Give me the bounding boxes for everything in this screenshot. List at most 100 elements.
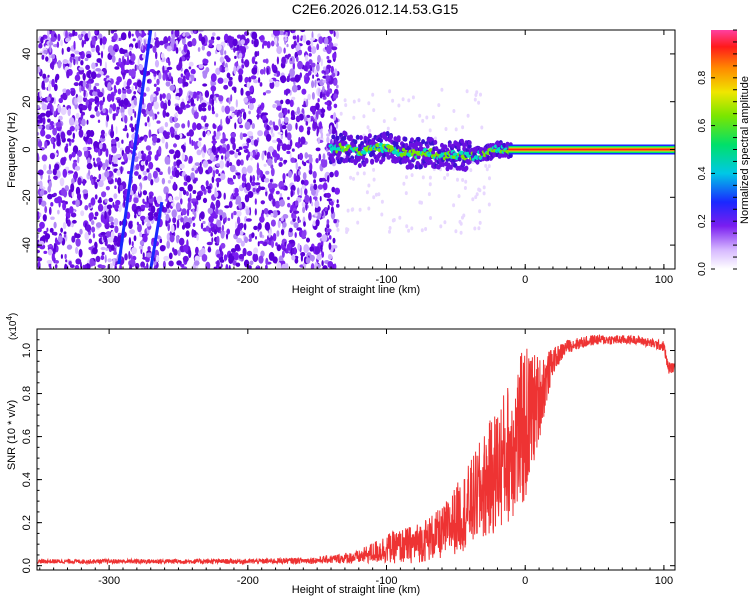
doppler-track xyxy=(117,30,153,265)
noise-speckle xyxy=(211,145,217,153)
noise-speckle xyxy=(327,204,330,211)
noise-speckle xyxy=(45,134,52,140)
noise-speckle xyxy=(331,72,336,78)
noise-speckle xyxy=(159,93,163,102)
noise-speckle xyxy=(332,52,337,60)
noise-speckle xyxy=(62,201,67,211)
noise-speckle-faint xyxy=(372,177,376,182)
noise-speckle xyxy=(164,156,171,165)
noise-speckle xyxy=(108,153,112,163)
noise-speckle xyxy=(294,200,299,207)
noise-speckle-faint xyxy=(358,207,362,212)
noise-speckle xyxy=(115,48,118,53)
noise-speckle xyxy=(165,81,171,87)
noise-speckle xyxy=(302,34,307,43)
signal-halo xyxy=(355,134,360,140)
noise-speckle xyxy=(181,208,187,216)
noise-speckle xyxy=(49,206,52,215)
noise-speckle xyxy=(179,190,182,200)
noise-speckle xyxy=(63,234,66,238)
noise-speckle xyxy=(267,182,274,190)
noise-speckle xyxy=(50,202,54,207)
noise-speckle xyxy=(205,185,212,190)
noise-speckle xyxy=(211,97,215,107)
noise-speckle xyxy=(314,69,318,75)
noise-speckle xyxy=(233,65,237,75)
noise-speckle xyxy=(254,154,259,160)
noise-speckle xyxy=(262,115,267,121)
noise-speckle xyxy=(76,193,82,200)
noise-speckle xyxy=(57,60,62,69)
noise-speckle xyxy=(69,125,75,132)
noise-speckle xyxy=(137,39,141,49)
noise-speckle xyxy=(78,51,83,56)
noise-speckle xyxy=(236,216,241,225)
noise-speckle xyxy=(40,36,44,44)
noise-speckle xyxy=(228,255,234,264)
noise-speckle-faint xyxy=(428,175,432,180)
signal-halo xyxy=(386,154,391,160)
noise-speckle xyxy=(78,248,83,258)
noise-speckle xyxy=(250,75,257,80)
snr-y-label: SNR (10 * v/v) xyxy=(6,400,18,470)
noise-speckle xyxy=(272,233,277,242)
noise-speckle xyxy=(147,79,150,84)
noise-speckle xyxy=(58,115,63,121)
noise-speckle xyxy=(297,187,300,196)
noise-speckle-faint xyxy=(480,125,484,130)
noise-speckle xyxy=(308,156,313,164)
noise-speckle xyxy=(49,125,52,131)
noise-speckle xyxy=(229,106,235,112)
noise-speckle xyxy=(173,143,177,148)
noise-speckle xyxy=(280,123,283,133)
noise-speckle xyxy=(204,123,209,128)
noise-speckle xyxy=(141,108,146,114)
noise-speckle xyxy=(129,264,133,269)
noise-speckle-faint xyxy=(372,167,376,172)
noise-speckle xyxy=(41,154,48,162)
noise-speckle xyxy=(88,212,94,221)
signal-halo xyxy=(384,136,389,142)
noise-speckle-faint xyxy=(462,213,466,218)
noise-speckle xyxy=(130,139,134,147)
noise-speckle xyxy=(238,202,243,209)
noise-speckle xyxy=(260,200,265,205)
noise-speckle xyxy=(81,111,85,116)
noise-speckle xyxy=(98,180,104,188)
noise-speckle xyxy=(216,253,222,258)
noise-speckle xyxy=(146,154,152,162)
noise-speckle xyxy=(168,260,174,267)
noise-speckle xyxy=(168,60,171,66)
noise-speckle xyxy=(183,81,189,87)
noise-speckle xyxy=(139,245,144,250)
noise-speckle xyxy=(241,166,247,175)
noise-speckle xyxy=(317,184,323,190)
noise-speckle xyxy=(185,230,190,238)
noise-speckle xyxy=(319,195,322,202)
noise-speckle xyxy=(246,250,253,257)
noise-speckle xyxy=(309,162,313,172)
noise-speckle xyxy=(142,170,147,176)
noise-speckle xyxy=(289,68,295,77)
noise-speckle-faint xyxy=(461,125,465,130)
noise-speckle xyxy=(239,124,244,129)
noise-speckle xyxy=(251,31,258,40)
signal-halo xyxy=(349,134,353,140)
noise-speckle xyxy=(192,222,196,227)
noise-speckle xyxy=(297,243,301,251)
noise-speckle xyxy=(220,118,223,127)
noise-speckle xyxy=(213,266,218,269)
noise-speckle xyxy=(39,221,45,229)
noise-speckle xyxy=(325,192,331,199)
noise-speckle xyxy=(53,221,57,229)
noise-speckle xyxy=(53,83,58,92)
noise-speckle xyxy=(110,129,115,139)
noise-speckle xyxy=(278,162,283,167)
noise-speckle xyxy=(296,34,300,43)
noise-speckle xyxy=(128,237,132,246)
noise-speckle xyxy=(113,237,119,243)
noise-speckle xyxy=(232,142,236,151)
noise-speckle xyxy=(149,194,153,199)
noise-speckle xyxy=(104,254,107,263)
noise-speckle xyxy=(139,136,144,141)
